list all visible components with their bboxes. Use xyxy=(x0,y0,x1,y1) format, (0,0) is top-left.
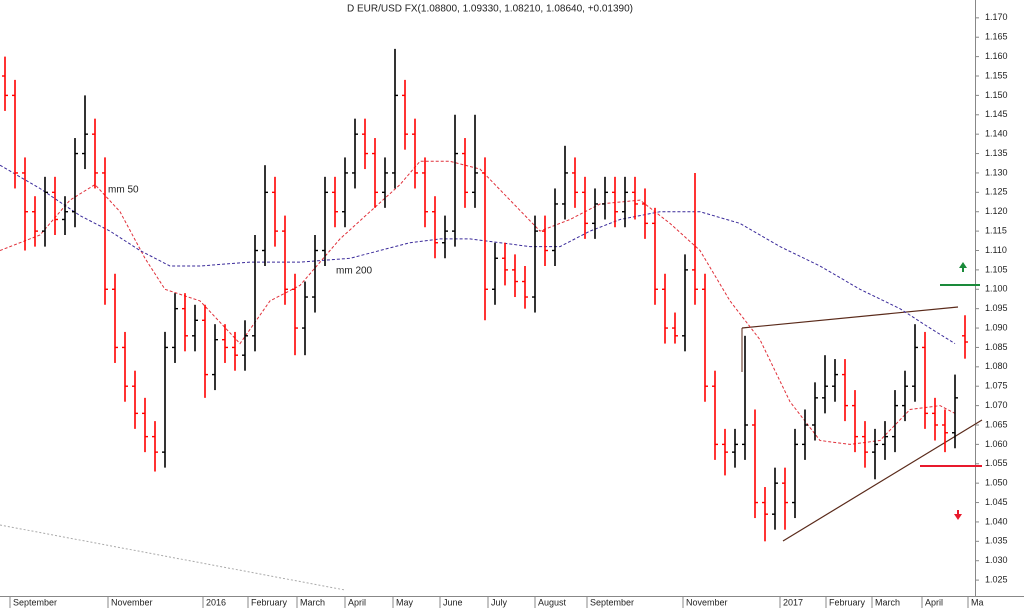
y-tick-label: 1.150 xyxy=(985,90,1008,100)
x-tick-label: February xyxy=(829,597,866,607)
y-tick-label: 1.100 xyxy=(985,284,1008,294)
y-tick-label: 1.070 xyxy=(985,400,1008,410)
y-tick-label: 1.075 xyxy=(985,381,1008,391)
x-tick-label: April xyxy=(348,597,366,607)
moving-average xyxy=(0,160,956,445)
y-tick-label: 1.165 xyxy=(985,32,1008,42)
x-tick-label: April xyxy=(925,597,943,607)
y-tick-label: 1.120 xyxy=(985,206,1008,216)
y-tick-label: 1.090 xyxy=(985,322,1008,332)
y-tick-label: 1.055 xyxy=(985,458,1008,468)
x-tick-label: July xyxy=(491,597,508,607)
y-tick-label: 1.095 xyxy=(985,303,1008,313)
y-tick-label: 1.110 xyxy=(985,245,1007,255)
y-tick-label: 1.080 xyxy=(985,361,1008,371)
x-tick-label: August xyxy=(538,597,567,607)
down-arrow xyxy=(954,510,962,520)
y-tick-label: 1.155 xyxy=(985,70,1008,80)
y-tick-label: 1.085 xyxy=(985,342,1008,352)
y-tick-label: 1.065 xyxy=(985,419,1008,429)
y-tick-label: 1.135 xyxy=(985,148,1008,158)
y-tick-label: 1.130 xyxy=(985,167,1008,177)
x-tick-label: November xyxy=(111,597,153,607)
x-tick-label: September xyxy=(13,597,57,607)
x-tick-label: May xyxy=(396,597,414,607)
y-tick-label: 1.050 xyxy=(985,478,1008,488)
chart-title: D EUR/USD FX(1.08800, 1.09330, 1.08210, … xyxy=(347,4,633,15)
support-line xyxy=(782,419,983,542)
resistance-line xyxy=(741,306,959,329)
long-trend-line xyxy=(0,524,346,591)
y-tick-label: 1.170 xyxy=(985,12,1008,22)
up-arrow xyxy=(959,262,967,272)
x-tick-label: November xyxy=(686,597,728,607)
x-tick-label: 2016 xyxy=(206,597,226,607)
x-tick-label: February xyxy=(251,597,288,607)
x-tick-label: Ma xyxy=(971,597,984,607)
y-tick-label: 1.125 xyxy=(985,187,1008,197)
x-tick-label: 2017 xyxy=(783,597,803,607)
y-tick-label: 1.115 xyxy=(985,225,1007,235)
x-tick-label: September xyxy=(590,597,634,607)
x-tick-label: June xyxy=(443,597,463,607)
y-tick-label: 1.105 xyxy=(985,264,1008,274)
y-tick-label: 1.160 xyxy=(985,51,1008,61)
y-tick-label: 1.045 xyxy=(985,497,1008,507)
y-tick-label: 1.030 xyxy=(985,555,1008,565)
y-tick-label: 1.025 xyxy=(985,574,1008,584)
y-tick-label: 1.140 xyxy=(985,129,1008,139)
ma-label: mm 50 xyxy=(108,185,139,196)
y-tick-label: 1.035 xyxy=(985,536,1008,546)
y-tick-label: 1.040 xyxy=(985,516,1008,526)
ma-label: mm 200 xyxy=(336,266,373,277)
y-tick-label: 1.060 xyxy=(985,439,1008,449)
x-tick-label: March xyxy=(300,597,325,607)
x-tick-label: March xyxy=(875,597,900,607)
y-tick-label: 1.145 xyxy=(985,109,1008,119)
